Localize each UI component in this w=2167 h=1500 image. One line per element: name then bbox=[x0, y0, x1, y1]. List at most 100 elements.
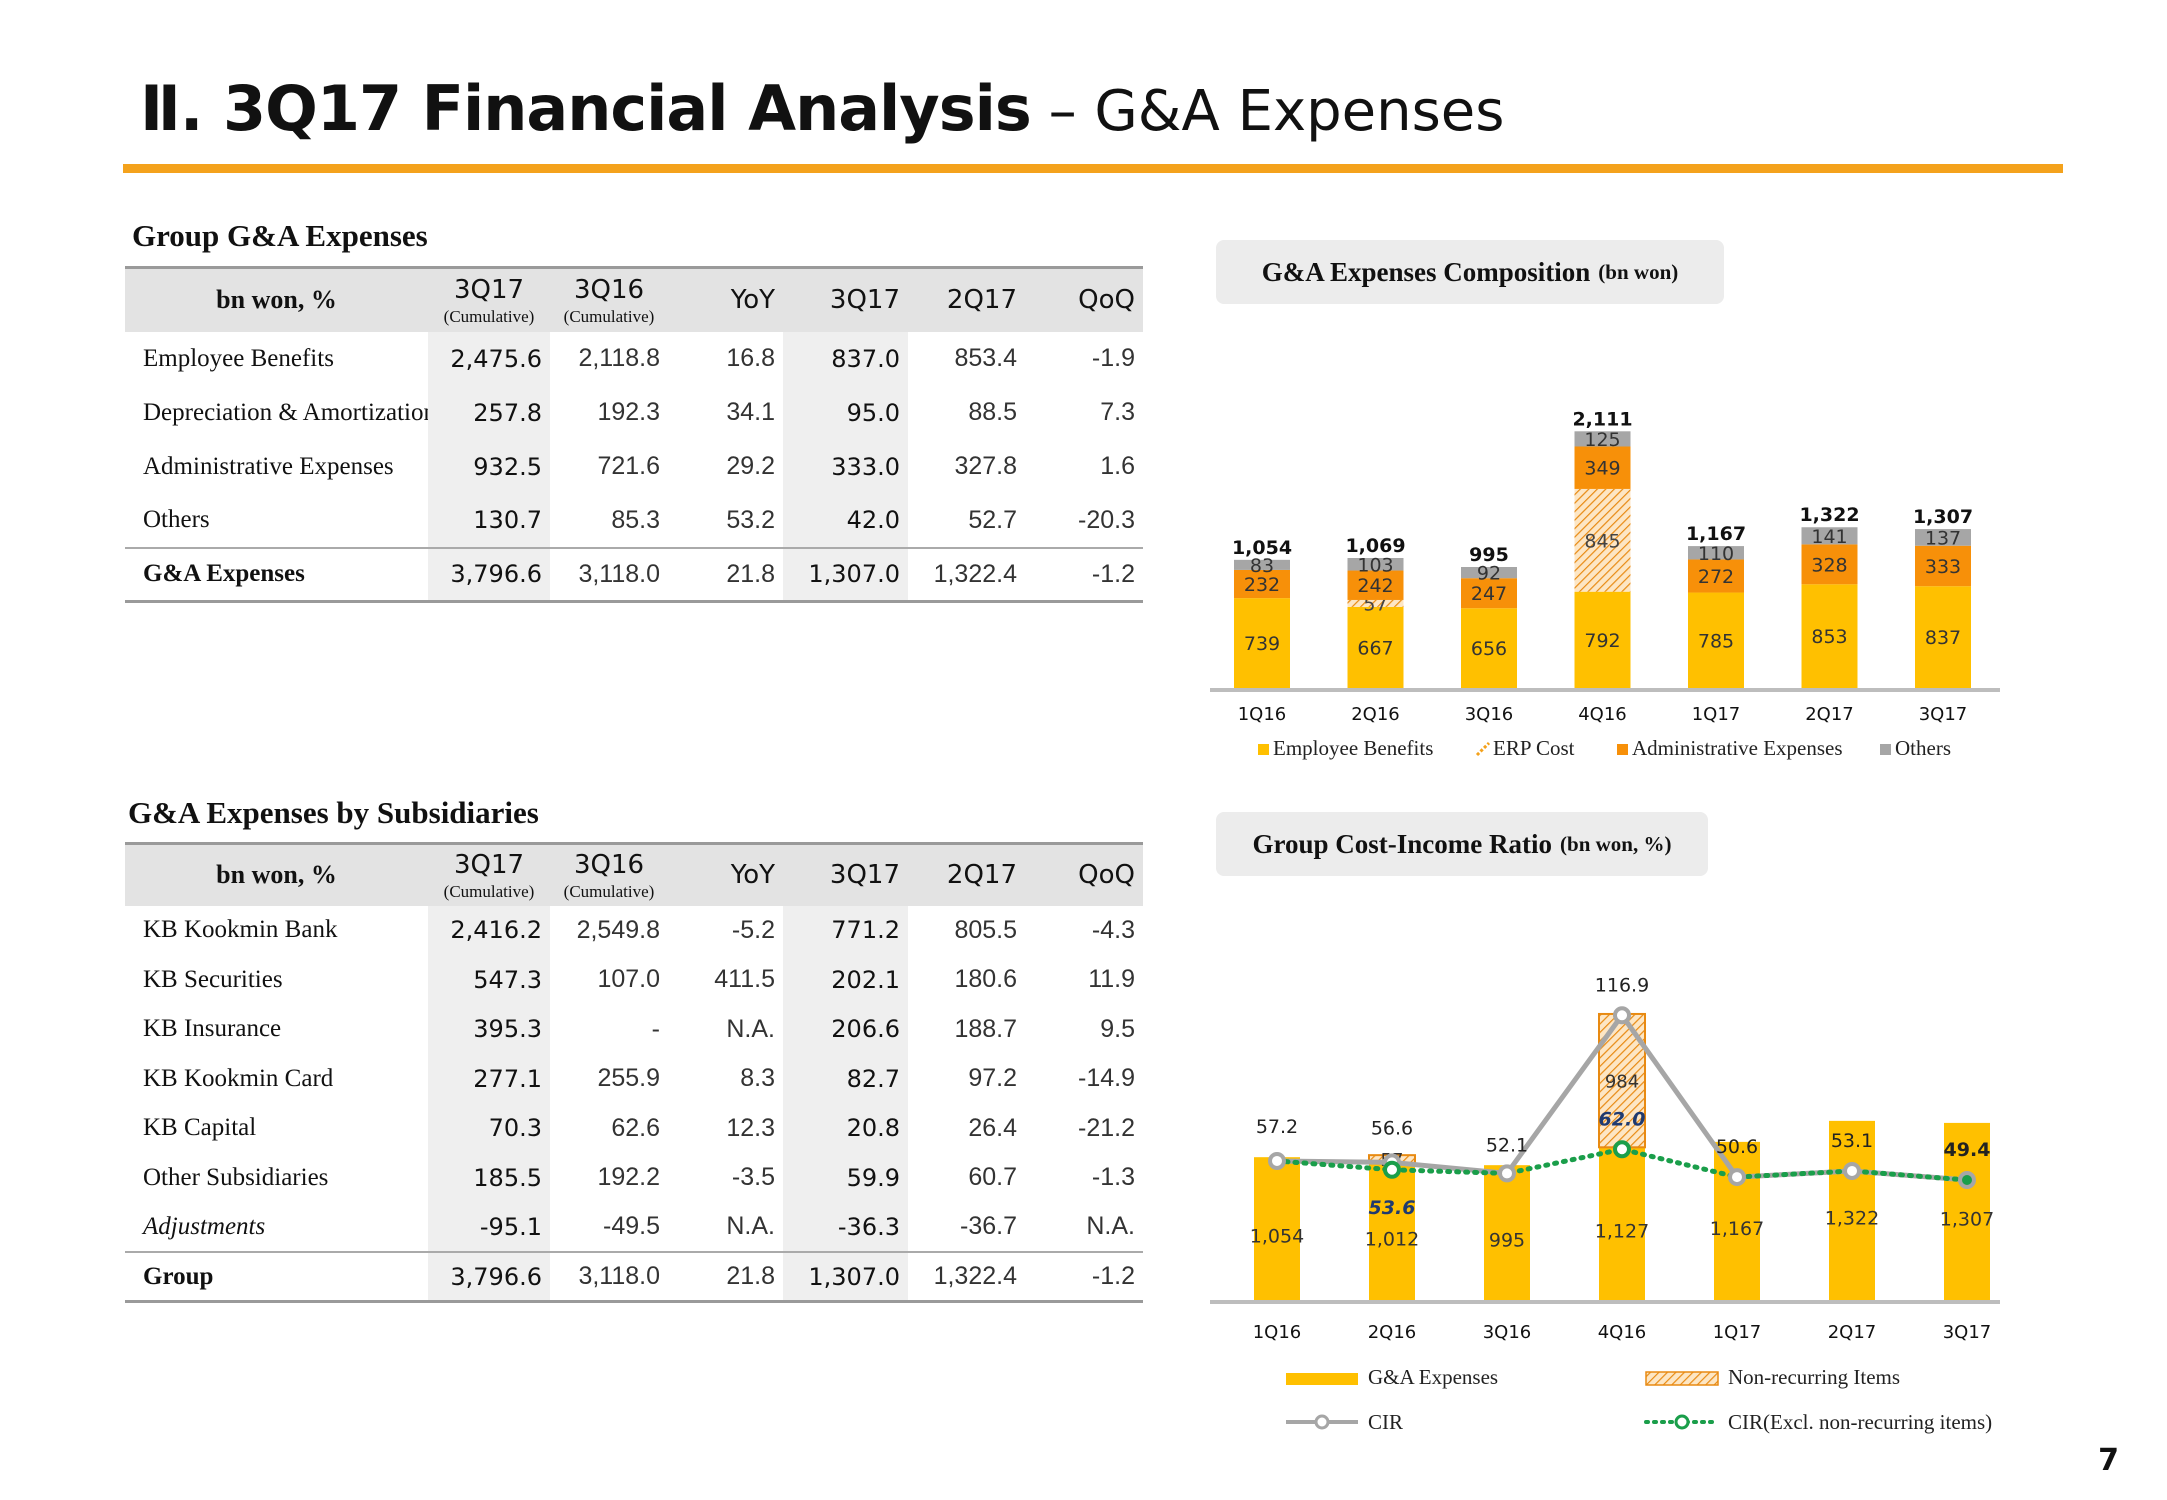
total-label: 2,111 bbox=[1572, 408, 1632, 430]
cell-value: 53.2 bbox=[726, 505, 775, 534]
cell-value: 837.0 bbox=[783, 331, 908, 386]
table-header-col: 3Q16 (Cumulative) bbox=[563, 850, 655, 902]
cell-value: 333.0 bbox=[783, 439, 908, 494]
cell-value: 60.7 bbox=[968, 1163, 1017, 1192]
cell-value: 192.2 bbox=[597, 1163, 660, 1192]
data-label: 984 bbox=[1605, 1072, 1639, 1093]
legend-label: G&A Expenses bbox=[1368, 1365, 1498, 1389]
cir-chart: 1,0541Q161,012572Q169953Q161,1279844Q161… bbox=[1210, 974, 2000, 1434]
group-ga-expenses-title: Group G&A Expenses bbox=[132, 218, 428, 253]
subsidiaries-title: G&A Expenses by Subsidiaries bbox=[128, 795, 539, 830]
data-label: 125 bbox=[1584, 429, 1620, 451]
group-ga-expenses-table: bn won, % 3Q17 (Cumulative) 3Q16 (Cumulati… bbox=[125, 266, 1143, 603]
cell-value: 2,549.8 bbox=[576, 915, 660, 944]
bar-employee-benefits bbox=[1688, 592, 1744, 688]
bar-erp-cost bbox=[1347, 599, 1404, 607]
cell-value: 180.6 bbox=[954, 965, 1017, 994]
row-label: G&A Expenses bbox=[125, 546, 428, 602]
composition-chart: 739232831,0541Q16667572421031,0692Q16656… bbox=[1210, 408, 2000, 760]
row-label: KB Kookmin Bank bbox=[143, 916, 338, 944]
bar-administrative-expenses bbox=[1574, 446, 1631, 489]
row-label: Other Subsidiaries bbox=[143, 1163, 329, 1191]
total-label: 1,307 bbox=[1913, 506, 1973, 528]
x-tick-label: 1Q16 bbox=[1238, 704, 1287, 725]
x-tick-label: 2Q17 bbox=[1828, 1322, 1877, 1343]
cir-value-label: 56.6 bbox=[1371, 1117, 1413, 1139]
cell-value: 9.5 bbox=[1100, 1014, 1135, 1043]
bar-employee-benefits bbox=[1461, 608, 1517, 688]
legend-label: CIR(Excl. non-recurring items) bbox=[1728, 1410, 1992, 1434]
table-row: Administrative Expenses 932.5 721.6 29.2 333… bbox=[125, 439, 1143, 494]
composition-chart-title: G&A Expenses Composition (bn won) bbox=[1216, 240, 1724, 304]
legend-swatch bbox=[1258, 744, 1269, 755]
cell-value: 185.5 bbox=[428, 1153, 550, 1203]
cell-value: 97.2 bbox=[968, 1064, 1017, 1093]
cell-value: 188.7 bbox=[954, 1014, 1017, 1043]
total-label: 995 bbox=[1469, 544, 1509, 566]
bar-others bbox=[1461, 567, 1517, 579]
cell-value: 1,307.0 bbox=[783, 1251, 908, 1302]
bar-others bbox=[1234, 559, 1290, 570]
cell-value: 88.5 bbox=[968, 398, 1017, 426]
cir-value-label: 53.1 bbox=[1831, 1130, 1873, 1152]
legend-label: Employee Benefits bbox=[1273, 736, 1433, 760]
bar-employee-benefits bbox=[1915, 586, 1971, 688]
cell-value: -14.9 bbox=[1078, 1064, 1135, 1093]
bar-employee-benefits bbox=[1347, 606, 1404, 688]
cell-value: 16.8 bbox=[726, 344, 775, 372]
cell-value: -21.2 bbox=[1078, 1113, 1135, 1142]
data-label: 853 bbox=[1811, 626, 1847, 648]
legend-label: Administrative Expenses bbox=[1632, 736, 1843, 760]
bar-administrative-expenses bbox=[1234, 569, 1290, 599]
x-tick-label: 4Q16 bbox=[1578, 704, 1627, 725]
data-label: 845 bbox=[1584, 530, 1620, 552]
data-label: 103 bbox=[1357, 554, 1393, 576]
cell-value: 395.3 bbox=[428, 1004, 550, 1054]
cir-value-label: 50.6 bbox=[1716, 1136, 1758, 1158]
table-row: KB Kookmin Card 277.1 255.9 8.3 82.7 97.2 -14.… bbox=[125, 1054, 1143, 1104]
data-label: 141 bbox=[1811, 526, 1847, 548]
cell-value: 11.9 bbox=[1088, 965, 1135, 994]
data-label: 272 bbox=[1698, 566, 1734, 588]
bar-others bbox=[1347, 558, 1404, 571]
cell-value: 70.3 bbox=[428, 1103, 550, 1153]
bar-ga-expenses bbox=[1369, 1162, 1415, 1300]
data-label: 349 bbox=[1584, 458, 1620, 480]
data-label: 333 bbox=[1925, 556, 1961, 578]
cell-value: 3,796.6 bbox=[428, 546, 550, 602]
data-label: 739 bbox=[1244, 633, 1280, 655]
cell-value: 1,322.4 bbox=[908, 546, 1025, 602]
table-header-unit: bn won, % bbox=[216, 285, 337, 315]
cell-value: 52.7 bbox=[968, 505, 1017, 534]
title-underline bbox=[123, 164, 2063, 173]
data-label: 83 bbox=[1250, 555, 1274, 577]
table-row: Adjustments -95.1 -49.5 N.A. -36.3 -36.7 N.A. bbox=[125, 1202, 1143, 1252]
cell-value: -1.3 bbox=[1091, 1163, 1135, 1192]
cell-value: 1.6 bbox=[1100, 452, 1135, 480]
data-label: 995 bbox=[1489, 1230, 1525, 1252]
cir-point bbox=[1843, 1161, 1861, 1180]
cell-value: 202.1 bbox=[783, 955, 908, 1005]
cell-value: 771.2 bbox=[783, 905, 908, 955]
table-row: KB Kookmin Bank 2,416.2 2,549.8 -5.2 771.2 80… bbox=[125, 905, 1143, 955]
table-header-col: 3Q17 bbox=[829, 285, 900, 316]
data-label: 667 bbox=[1357, 637, 1393, 659]
cell-value: -49.5 bbox=[603, 1212, 660, 1241]
cir-point bbox=[1498, 1164, 1516, 1183]
bar-administrative-expenses bbox=[1347, 570, 1404, 600]
cell-value: 411.5 bbox=[714, 965, 775, 994]
cell-value: 20.8 bbox=[783, 1103, 908, 1153]
bar-administrative-expenses bbox=[1461, 578, 1517, 609]
data-label: 92 bbox=[1477, 563, 1501, 585]
table-total-row: Group 3,796.6 3,118.0 21.8 1,307.0 1,322.4 -1.… bbox=[125, 1251, 1143, 1302]
table-header-col: QoQ bbox=[1078, 285, 1135, 316]
cell-value: 26.4 bbox=[968, 1113, 1017, 1142]
cell-value: -20.3 bbox=[1078, 505, 1135, 534]
total-label: 1,322 bbox=[1799, 504, 1859, 526]
table-header-col: 2Q17 bbox=[946, 285, 1017, 316]
data-label: 328 bbox=[1811, 554, 1847, 576]
cell-value: 721.6 bbox=[597, 452, 660, 480]
row-label: Group bbox=[125, 1251, 428, 1302]
table-header-unit: bn won, % bbox=[216, 860, 337, 890]
x-tick-label: 1Q17 bbox=[1713, 1322, 1762, 1343]
